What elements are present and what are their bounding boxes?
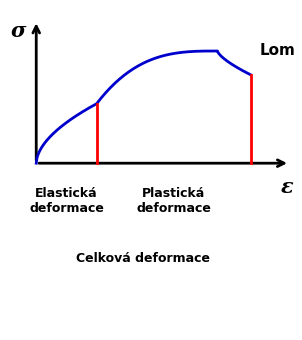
Text: σ: σ — [11, 21, 26, 40]
Text: Celková deformace: Celková deformace — [76, 252, 210, 265]
Text: Elastická
deformace: Elastická deformace — [29, 187, 104, 215]
Text: Plastická
deformace: Plastická deformace — [136, 187, 211, 215]
Text: Lom: Lom — [260, 43, 296, 58]
Text: ε: ε — [281, 177, 293, 197]
